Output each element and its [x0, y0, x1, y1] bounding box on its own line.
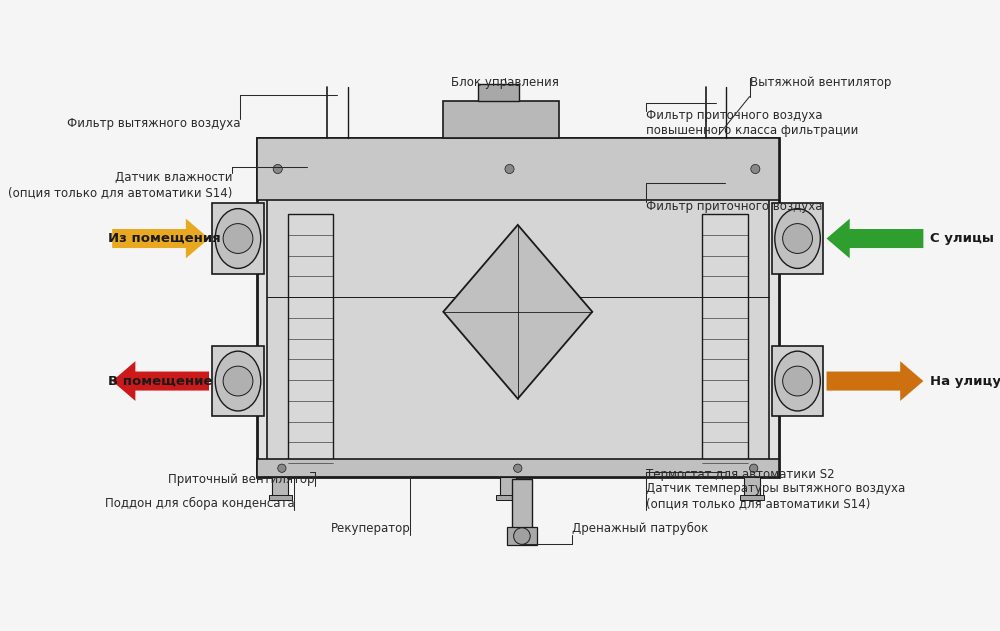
- Text: Из помещения: Из помещения: [108, 232, 221, 245]
- Text: Дренажный патрубок: Дренажный патрубок: [572, 522, 708, 535]
- Text: Вытяжной вентилятор: Вытяжной вентилятор: [750, 76, 891, 89]
- Bar: [257, 138, 779, 200]
- Bar: [500, 477, 516, 499]
- Bar: [744, 477, 760, 499]
- Bar: [740, 495, 764, 500]
- Text: Термостат для автоматики S2: Термостат для автоматики S2: [646, 468, 835, 481]
- Circle shape: [783, 223, 812, 254]
- Circle shape: [278, 464, 286, 473]
- Circle shape: [223, 223, 253, 254]
- Text: Фильтр приточного воздуха
повышенного класса фильтрации: Фильтр приточного воздуха повышенного кл…: [646, 109, 858, 137]
- Ellipse shape: [215, 351, 261, 411]
- Circle shape: [751, 165, 760, 174]
- Text: В помещение: В помещение: [108, 375, 213, 387]
- Bar: [478, 84, 519, 101]
- Bar: [512, 479, 532, 529]
- Bar: [702, 214, 748, 463]
- Bar: [443, 101, 559, 138]
- Polygon shape: [443, 225, 592, 399]
- Ellipse shape: [215, 209, 261, 268]
- Bar: [267, 190, 769, 468]
- Bar: [496, 495, 519, 500]
- Text: Фильтр приточного воздуха: Фильтр приточного воздуха: [646, 200, 823, 213]
- Bar: [269, 495, 292, 500]
- Text: Датчик влажности
(опция только для автоматики S14): Датчик влажности (опция только для автом…: [8, 171, 232, 199]
- Bar: [772, 346, 823, 416]
- Text: Фильтр вытяжного воздуха: Фильтр вытяжного воздуха: [67, 117, 240, 130]
- Bar: [272, 477, 288, 499]
- Text: Поддон для сбора конденсата: Поддон для сбора конденсата: [105, 497, 294, 510]
- Polygon shape: [112, 219, 209, 258]
- Circle shape: [273, 165, 282, 174]
- Bar: [288, 214, 333, 463]
- Bar: [772, 203, 823, 274]
- Bar: [507, 527, 537, 545]
- Polygon shape: [827, 361, 923, 401]
- Circle shape: [514, 464, 522, 473]
- Text: Рекуператор: Рекуператор: [330, 522, 410, 535]
- Bar: [257, 459, 779, 477]
- Circle shape: [750, 464, 758, 473]
- Text: С улицы: С улицы: [930, 232, 994, 245]
- Ellipse shape: [775, 351, 820, 411]
- Bar: [212, 346, 264, 416]
- Polygon shape: [827, 219, 923, 258]
- Circle shape: [783, 366, 812, 396]
- Ellipse shape: [775, 209, 820, 268]
- Text: Блок управления: Блок управления: [451, 76, 559, 89]
- Bar: [257, 138, 779, 477]
- Text: На улицу: На улицу: [930, 375, 1000, 387]
- Circle shape: [514, 528, 530, 545]
- Polygon shape: [112, 361, 209, 401]
- Circle shape: [505, 165, 514, 174]
- Text: Датчик температуры вытяжного воздуха
(опция только для автоматики S14): Датчик температуры вытяжного воздуха (оп…: [646, 483, 905, 510]
- Circle shape: [223, 366, 253, 396]
- Text: Приточный вентилятор: Приточный вентилятор: [168, 473, 315, 486]
- Bar: [212, 203, 264, 274]
